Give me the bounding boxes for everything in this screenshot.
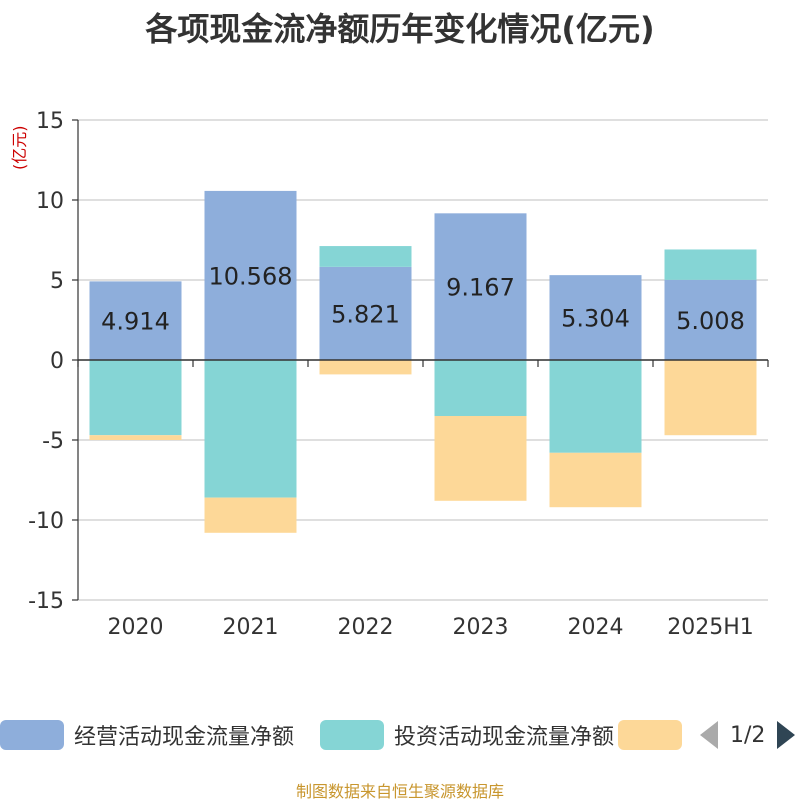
- data-label: 5.821: [331, 300, 400, 328]
- legend: 经营活动现金流量净额 投资活动现金流量净额 1/2: [0, 712, 800, 756]
- y-tick-label: 5: [50, 269, 64, 294]
- x-tick-label: 2024: [568, 615, 624, 640]
- pager-prev-icon[interactable]: [700, 721, 718, 749]
- bar-series2-2023: [434, 360, 527, 416]
- data-label: 9.167: [446, 274, 515, 302]
- bar-series1-2020: [89, 281, 182, 360]
- bar-series1-2022: [319, 266, 412, 360]
- bar-series3-2023: [434, 416, 527, 501]
- y-tick-label: 0: [50, 349, 64, 374]
- bar-series2-2021: [204, 360, 297, 498]
- chart-title: 各项现金流净额历年变化情况(亿元): [145, 10, 655, 48]
- x-tick-label: 2020: [108, 615, 164, 640]
- bar-series3-2025H1: [664, 360, 757, 436]
- bar-series2-2022: [319, 246, 412, 267]
- bar-series2-2024: [549, 360, 642, 453]
- data-label: 10.568: [209, 262, 293, 290]
- legend-label-operating: 经营活动现金流量净额: [74, 725, 295, 750]
- y-tick-label: -5: [42, 429, 64, 454]
- x-tick-label: 2025H1: [667, 615, 754, 640]
- bar-series3-2021: [204, 497, 297, 533]
- chart-area: 15 10 5 0 -5 -10 -15 4.914 10.568 5.821 9.167 5.304…: [28, 109, 769, 640]
- bar-series2-2025H1: [664, 249, 757, 280]
- legend-swatch-financing: [618, 720, 682, 750]
- bar-series1-2024: [549, 275, 642, 360]
- y-tick-label: -15: [28, 589, 64, 614]
- pager-next-icon[interactable]: [777, 721, 796, 749]
- legend-item-financing[interactable]: [618, 720, 682, 750]
- legend-item-investing[interactable]: 投资活动现金流量净额: [320, 720, 614, 750]
- bar-series1-2025H1: [664, 279, 757, 360]
- data-label: 4.914: [101, 308, 170, 336]
- x-tick-label: 2023: [453, 615, 509, 640]
- y-tick-label: -10: [28, 509, 64, 534]
- x-tick-label: 2022: [338, 615, 394, 640]
- legend-label-investing: 投资活动现金流量净额: [394, 725, 615, 750]
- pager-text: 1/2: [730, 722, 766, 748]
- x-tick-label: 2021: [223, 615, 279, 640]
- data-label: 5.304: [561, 305, 630, 333]
- source-note: 制图数据来自恒生聚源数据库: [295, 782, 504, 801]
- bar-series3-2022: [319, 360, 412, 375]
- y-tick-label: 10: [36, 189, 64, 214]
- legend-swatch-investing: [320, 720, 384, 750]
- bar-series1-2021: [204, 190, 297, 360]
- bar-series2-2020: [89, 360, 182, 436]
- legend-pager: 1/2: [700, 720, 796, 750]
- bar-series3-2024: [549, 452, 642, 508]
- bar-series1-2023: [434, 213, 527, 360]
- legend-item-operating[interactable]: 经营活动现金流量净额: [0, 720, 294, 750]
- data-label: 5.008: [676, 307, 745, 335]
- y-tick-label: 15: [36, 109, 64, 134]
- bar-series3-2020: [89, 435, 182, 440]
- legend-swatch-operating: [0, 720, 64, 750]
